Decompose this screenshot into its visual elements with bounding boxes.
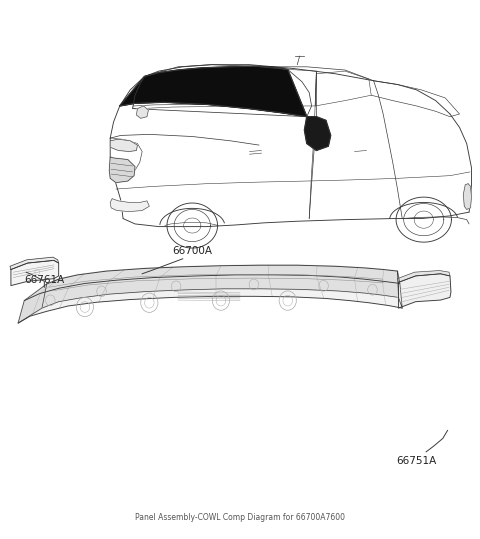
- Polygon shape: [24, 265, 400, 301]
- Text: 66700A: 66700A: [172, 246, 212, 256]
- Text: 66761A: 66761A: [24, 274, 64, 285]
- Polygon shape: [18, 275, 402, 323]
- Polygon shape: [11, 260, 59, 286]
- Polygon shape: [398, 274, 451, 308]
- Polygon shape: [120, 66, 307, 116]
- Polygon shape: [109, 157, 135, 183]
- Polygon shape: [304, 116, 331, 150]
- Polygon shape: [110, 199, 149, 212]
- Polygon shape: [10, 257, 59, 270]
- Polygon shape: [42, 265, 398, 308]
- Polygon shape: [463, 184, 471, 210]
- Text: Panel Assembly-COWL Comp Diagram for 66700A7600: Panel Assembly-COWL Comp Diagram for 667…: [135, 513, 345, 522]
- Polygon shape: [136, 106, 148, 118]
- Text: 66751A: 66751A: [396, 455, 437, 466]
- Polygon shape: [397, 271, 450, 282]
- Polygon shape: [18, 284, 47, 323]
- Polygon shape: [397, 271, 402, 308]
- Polygon shape: [110, 139, 137, 151]
